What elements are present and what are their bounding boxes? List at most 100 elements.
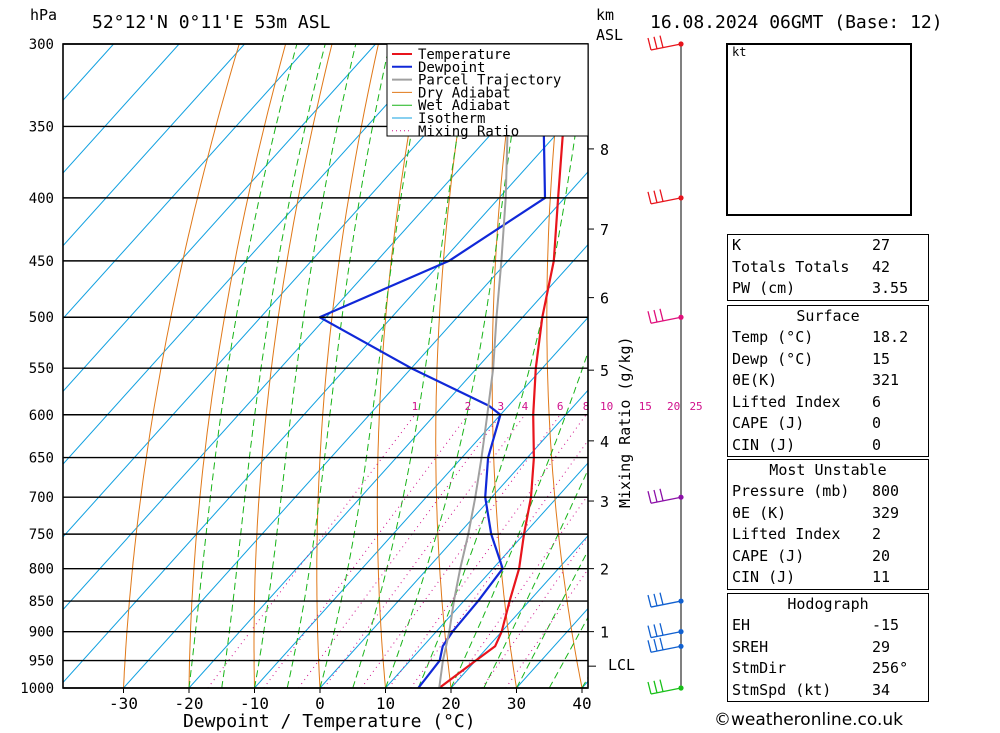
wet-adiabat-line [483, 468, 588, 688]
wind-barb [647, 637, 682, 653]
mixing-ratio-label: 15 [639, 400, 652, 413]
legend-label: Mixing Ratio [418, 124, 519, 140]
isotherm-line [319, 389, 588, 688]
mixing-ratio-line [451, 494, 588, 688]
pressure-tick-label: 700 [29, 490, 54, 506]
most-unstable-value: 20 [872, 546, 891, 565]
legend-label: Dewpoint [418, 60, 485, 76]
wind-barb [647, 308, 682, 324]
mixing-ratio-label: 4 [522, 400, 529, 413]
wet-adiabat-line [188, 44, 298, 688]
surface-value: 321 [872, 371, 900, 389]
wet-adiabat-line [385, 44, 526, 688]
km-unit-label: km [596, 6, 614, 24]
km-tick-label: 6 [600, 290, 609, 308]
dry-adiabat-line [188, 44, 287, 688]
surface-label: CAPE (J) [732, 414, 805, 432]
isotherm-line [254, 316, 588, 688]
isotherm-line [188, 243, 588, 688]
surface-value: 15 [872, 349, 891, 368]
mixing-ratio-label: 10 [600, 400, 613, 413]
mixing-ratio-line [410, 439, 588, 688]
dry-adiabat-line [253, 44, 333, 688]
isotherm-line [63, 44, 245, 247]
dry-adiabat-line [435, 44, 472, 688]
surface-row: Temp (°C) 18.2 [728, 327, 928, 349]
mixing-ratio-line [263, 414, 469, 688]
legend-label: Temperature [418, 47, 511, 63]
pw-value: 3.55 [872, 279, 909, 297]
most-unstable-value: 329 [872, 503, 900, 522]
dry-adiabat-line [982, 44, 1000, 688]
pressure-tick-label: 300 [29, 37, 54, 53]
km-tick-label: 7 [600, 221, 609, 239]
x-tick-label: 20 [441, 694, 460, 713]
isotherm-line [63, 44, 311, 320]
most-unstable-label: Pressure (mb) [732, 482, 850, 500]
wet-adiabat-line [254, 44, 357, 688]
wet-adiabat-line [352, 44, 473, 688]
totals-totals-row: Totals Totals 42 [728, 257, 928, 279]
mixing-ratio-label: 25 [689, 400, 702, 413]
x-tick-label: 30 [507, 694, 526, 713]
pressure-tick-label: 400 [29, 191, 54, 207]
dry-adiabat-line [491, 44, 519, 688]
mixing-ratio-label: 1 [412, 400, 419, 413]
mixing-ratio-line [360, 414, 561, 688]
hodograph-stat-row: StmSpd (kt) 34 [728, 680, 928, 702]
asl-unit-label: ASL [596, 26, 623, 44]
pressure-tick-label: 550 [29, 361, 54, 377]
plot-frame [62, 43, 589, 689]
x-tick-label: 0 [315, 694, 325, 713]
x-axis-label: Dewpoint / Temperature (°C) [183, 711, 476, 732]
legend-label: Dry Adiabat [418, 85, 511, 101]
wind-barb [647, 623, 682, 639]
km-tick-label: 3 [600, 493, 609, 511]
surface-value: 18.2 [872, 328, 909, 346]
most-unstable-table: Most Unstable Pressure (mb) 800 θE (K) 329 L… [727, 459, 929, 590]
most-unstable-title: Most Unstable [769, 461, 887, 479]
pressure-tick-label: 600 [29, 408, 54, 424]
dry-adiabat-line [123, 44, 240, 688]
hpa-unit-label: hPa [30, 6, 57, 24]
dry-adiabat-line [546, 44, 583, 688]
indices-table: K 27 Totals Totals 42 PW (cm) 3.55 [727, 234, 929, 301]
surface-value: 0 [872, 435, 882, 454]
most-unstable-value: 11 [872, 568, 891, 586]
surface-row: CAPE (J) 0 [728, 413, 928, 435]
pressure-tick-label: 1000 [20, 681, 54, 697]
isotherm-line [63, 98, 588, 684]
most-unstable-label: θE (K) [732, 503, 787, 522]
mixing-ratio-label: 3 [497, 400, 504, 413]
surface-title: Surface [796, 307, 860, 325]
hodograph-table-title: Hodograph [787, 595, 869, 613]
isotherm-line [123, 171, 588, 688]
pressure-tick-label: 650 [29, 451, 54, 467]
pressure-tick-label: 350 [29, 119, 54, 135]
dry-adiabat-line [935, 44, 1000, 688]
location-title: 52°12'N 0°11'E 53m ASL [92, 12, 331, 33]
most-unstable-row: CIN (J) 11 [728, 567, 928, 589]
surface-row: CIN (J) 0 [728, 435, 928, 457]
most-unstable-row: CAPE (J) 20 [728, 546, 928, 568]
copyright-footer: ©weatheronline.co.uk [714, 710, 904, 730]
dry-adiabat-line [376, 44, 426, 688]
surface-table: Surface Temp (°C) 18.2 Dewp (°C) 15 θE(K) 321… [727, 305, 929, 457]
hodograph-table: Hodograph EH -15 SREH 29 StmDir 256° StmSpd (k… [727, 593, 929, 702]
surface-label: Temp (°C) [732, 328, 814, 346]
hodograph-stat-value: 29 [872, 637, 891, 656]
totals-totals-label: Totals Totals [732, 257, 850, 276]
legend-label: Isotherm [418, 111, 485, 127]
pw-row: PW (cm) 3.55 [728, 278, 928, 300]
x-tick-label: -30 [109, 694, 138, 713]
pressure-tick-label: 800 [29, 562, 54, 578]
pw-label: PW (cm) [732, 279, 796, 297]
legend-label: Wet Adiabat [418, 98, 511, 114]
mixing-ratio-label: 2 [465, 400, 472, 413]
hodograph-stat-label: StmSpd (kt) [732, 680, 832, 699]
hodograph-stat-value: -15 [872, 616, 900, 634]
temperature-profile [438, 44, 574, 688]
hodograph-stat-row: SREH 29 [728, 637, 928, 659]
surface-row: Lifted Index 6 [728, 392, 928, 414]
